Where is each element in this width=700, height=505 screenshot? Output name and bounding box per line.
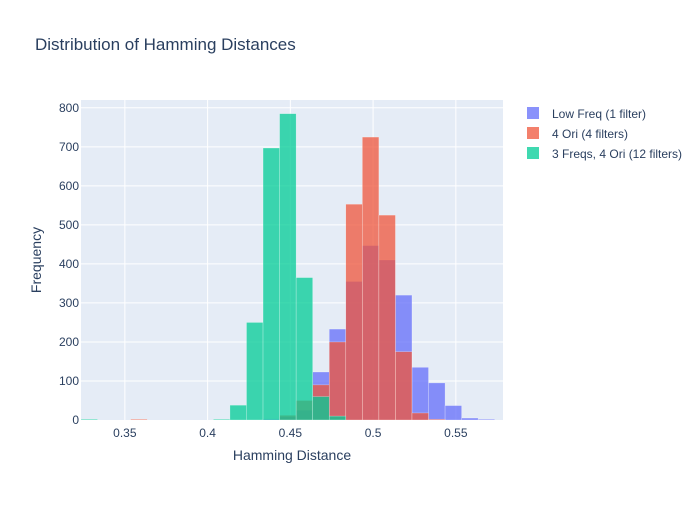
histogram-bars[interactable] bbox=[80, 113, 495, 421]
y-tick-label: 700 bbox=[59, 140, 79, 154]
legend-swatch bbox=[527, 107, 539, 119]
histogram-bar[interactable] bbox=[328, 341, 347, 421]
series-2-bars[interactable] bbox=[80, 113, 347, 421]
y-tick-label: 800 bbox=[59, 101, 79, 115]
y-tick-label: 400 bbox=[59, 257, 79, 271]
legend-item[interactable]: 4 Ori (4 filters) bbox=[527, 127, 628, 141]
x-axis-title: Hamming Distance bbox=[233, 447, 351, 463]
histogram-bar[interactable] bbox=[130, 418, 148, 421]
histogram-bar[interactable] bbox=[428, 418, 446, 421]
legend-item[interactable]: Low Freq (1 filter) bbox=[527, 107, 646, 121]
x-tick-label: 0.55 bbox=[444, 426, 468, 440]
y-tick-label: 200 bbox=[59, 335, 79, 349]
x-tick-label: 0.35 bbox=[113, 426, 137, 440]
histogram-bar[interactable] bbox=[345, 203, 363, 421]
y-tick-label: 300 bbox=[59, 296, 79, 310]
histogram-bar[interactable] bbox=[395, 351, 413, 421]
histogram-bar[interactable] bbox=[279, 113, 297, 421]
y-axis-title: Frequency bbox=[28, 227, 44, 293]
histogram-bar[interactable] bbox=[229, 404, 247, 421]
x-tick-label: 0.4 bbox=[199, 426, 216, 440]
histogram-bar[interactable] bbox=[328, 415, 347, 421]
histogram-bar[interactable] bbox=[295, 277, 313, 421]
histogram-bar[interactable] bbox=[213, 418, 231, 421]
histogram-bar[interactable] bbox=[378, 214, 396, 421]
histogram-bar[interactable] bbox=[246, 322, 264, 421]
x-tick-label: 0.5 bbox=[365, 426, 382, 440]
histogram-bar[interactable] bbox=[262, 147, 280, 421]
histogram-bar[interactable] bbox=[477, 418, 495, 421]
y-tick-label: 500 bbox=[59, 218, 79, 232]
histogram-bar[interactable] bbox=[461, 417, 479, 421]
chart-title: Distribution of Hamming Distances bbox=[35, 35, 296, 54]
x-tick-label: 0.45 bbox=[279, 426, 303, 440]
legend-label: Low Freq (1 filter) bbox=[552, 107, 646, 121]
histogram-bar[interactable] bbox=[312, 396, 330, 421]
legend-swatch bbox=[527, 147, 539, 159]
histogram-bar[interactable] bbox=[411, 412, 429, 421]
y-tick-label: 0 bbox=[72, 413, 79, 427]
legend-item[interactable]: 3 Freqs, 4 Ori (12 filters) bbox=[527, 147, 682, 161]
histogram-bar[interactable] bbox=[80, 418, 98, 421]
legend-label: 3 Freqs, 4 Ori (12 filters) bbox=[552, 147, 682, 161]
histogram-bar[interactable] bbox=[362, 136, 380, 421]
histogram-bar[interactable] bbox=[428, 382, 446, 421]
histogram-bar[interactable] bbox=[411, 367, 429, 421]
y-tick-label: 600 bbox=[59, 179, 79, 193]
legend[interactable]: Low Freq (1 filter) 4 Ori (4 filters) 3 Fr… bbox=[527, 107, 682, 161]
legend-label: 4 Ori (4 filters) bbox=[552, 127, 628, 141]
histogram-bar[interactable] bbox=[444, 405, 462, 421]
series-1-bars[interactable] bbox=[130, 136, 446, 421]
y-tick-label: 100 bbox=[59, 374, 79, 388]
legend-swatch bbox=[527, 127, 539, 139]
axes: 0.35 0.4 0.45 0.5 0.55 0 100 200 300 400 500 600 700… bbox=[59, 101, 468, 440]
